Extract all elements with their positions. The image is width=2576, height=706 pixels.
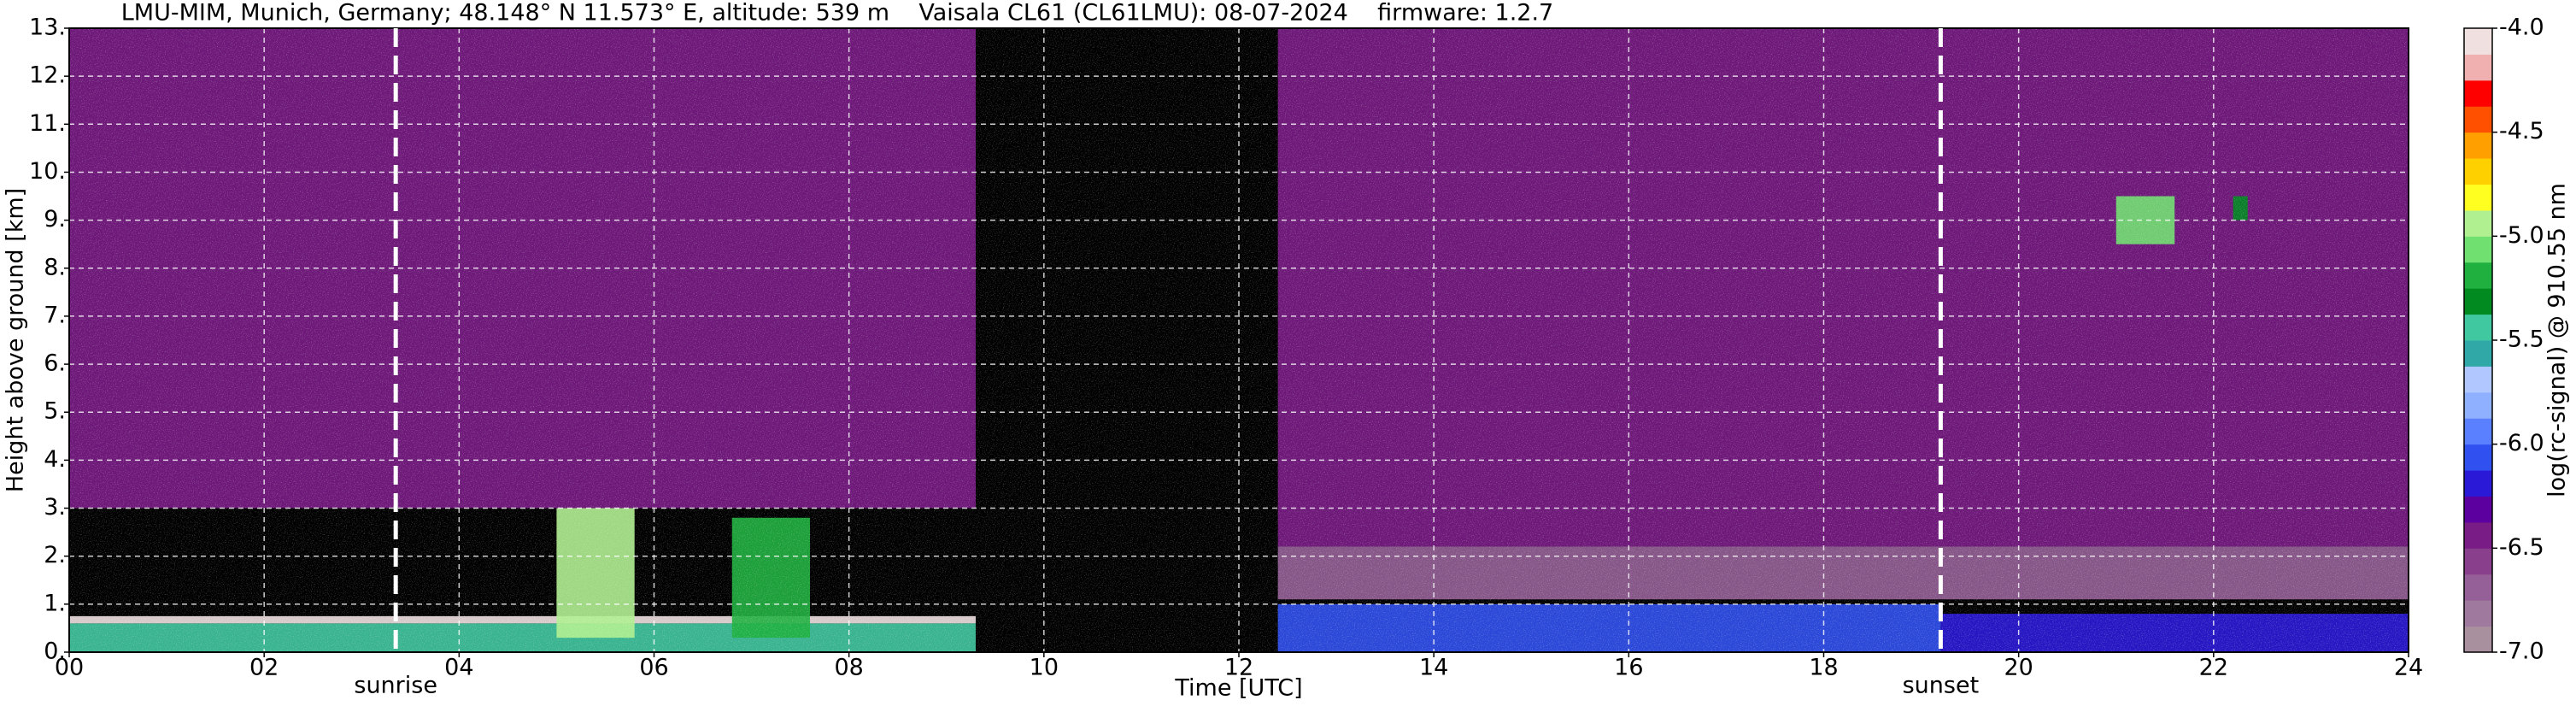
colorbar-bin: [2464, 418, 2492, 445]
chart-title: LMU-MIM, Munich, Germany; 48.148° N 11.5…: [121, 0, 1554, 26]
colorbar-tick-label: -5.5: [2499, 327, 2544, 353]
annotation-label: sunset: [1903, 673, 1980, 699]
colorbar-bin: [2464, 54, 2492, 81]
y-tick-label: 1.: [44, 590, 66, 616]
y-tick-label: 2.: [44, 542, 66, 568]
colorbar-bin: [2464, 496, 2492, 523]
colorbar-tick-label: -4.5: [2499, 118, 2544, 144]
x-axis-label: Time [UTC]: [1174, 675, 1302, 702]
y-tick-label: 13.: [29, 15, 66, 41]
colorbar-tick-label: -6.0: [2499, 430, 2544, 456]
colorbar-tick-label: -7.0: [2499, 638, 2544, 665]
colorbar-bin: [2464, 600, 2492, 627]
colorbar-bin: [2464, 444, 2492, 471]
y-tick-label: 10.: [29, 158, 66, 185]
colorbar-bin: [2464, 626, 2492, 653]
colorbar-tick-label: -5.0: [2499, 222, 2544, 249]
y-tick-label: 7.: [44, 302, 66, 328]
x-tick-label: 02: [249, 655, 279, 681]
colorbar-tick-label: -6.5: [2499, 534, 2544, 561]
y-tick-label: 5.: [44, 398, 66, 425]
y-tick-label: 8.: [44, 254, 66, 280]
colorbar-bin: [2464, 132, 2492, 159]
colorbar-bin: [2464, 470, 2492, 497]
x-tick-label: 04: [444, 655, 473, 681]
y-tick-label: 4.: [44, 446, 66, 473]
colorbar-bin: [2464, 366, 2492, 393]
x-tick-label: 06: [639, 655, 668, 681]
colorbar-bin: [2464, 574, 2492, 601]
colorbar-bin: [2464, 521, 2492, 549]
x-tick-label: 12: [1224, 655, 1253, 681]
colorbar-bin: [2464, 262, 2492, 289]
x-tick-label: 18: [1809, 655, 1838, 681]
x-tick-label: 16: [1614, 655, 1643, 681]
y-tick-label: 12.: [29, 62, 66, 89]
x-tick-label: 00: [55, 655, 84, 681]
colorbar-bin: [2464, 288, 2492, 315]
y-tick-label: 0.: [44, 638, 66, 665]
y-tick-label: 3.: [44, 494, 66, 521]
y-tick-label: 11.: [29, 110, 66, 137]
colorbar-bin: [2464, 209, 2492, 237]
colorbar-bin: [2464, 391, 2492, 419]
colorbar-bin: [2464, 314, 2492, 341]
x-tick-label: 24: [2394, 655, 2423, 681]
x-tick-label: 20: [2004, 655, 2033, 681]
x-tick-label: 10: [1030, 655, 1059, 681]
colorbar-bin: [2464, 79, 2492, 107]
colorbar-bin: [2464, 340, 2492, 367]
colorbar-bin: [2464, 548, 2492, 575]
y-tick-label: 6.: [44, 350, 66, 377]
y-tick-label: 9.: [44, 206, 66, 232]
annotation-label: sunrise: [354, 673, 437, 699]
x-tick-label: 08: [834, 655, 863, 681]
colorbar: [2464, 28, 2492, 653]
colorbar-tick-label: -4.0: [2499, 15, 2544, 41]
colorbar-bin: [2464, 106, 2492, 133]
x-tick-label: 14: [1419, 655, 1448, 681]
colorbar-label: log(rc-signal) @ 910.55 nm: [2544, 183, 2571, 497]
y-axis-label: Height above ground [km]: [3, 188, 29, 492]
colorbar-bin: [2464, 158, 2492, 185]
colorbar-bin: [2464, 236, 2492, 263]
x-tick-label: 22: [2199, 655, 2228, 681]
colorbar-bin: [2464, 184, 2492, 211]
colorbar-bin: [2464, 28, 2492, 55]
